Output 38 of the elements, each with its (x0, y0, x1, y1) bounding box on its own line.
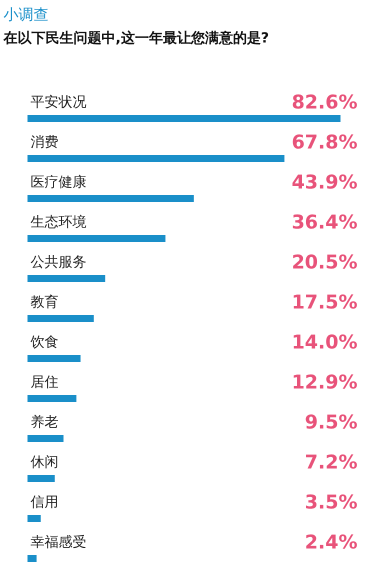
y-tick-label: 公共服务 (30, 254, 86, 270)
bar (28, 275, 106, 282)
y-tick-label: 消费 (30, 134, 58, 150)
chart-title: 小调查 (4, 6, 48, 24)
bar (28, 235, 166, 242)
bar (28, 555, 37, 562)
bar (28, 475, 55, 482)
bar (28, 115, 340, 122)
data-label: 43.9% (292, 172, 358, 194)
y-tick-label: 居住 (30, 374, 58, 390)
data-label: 14.0% (292, 332, 358, 354)
y-tick-label: 养老 (30, 414, 58, 430)
y-tick-label: 医疗健康 (30, 174, 86, 190)
y-tick-label: 饮食 (30, 334, 58, 350)
data-label: 20.5% (292, 252, 358, 274)
bar (28, 395, 76, 402)
data-label: 36.4% (292, 212, 358, 234)
bar (28, 315, 94, 322)
bar (28, 195, 194, 202)
y-tick-label: 信用 (30, 494, 58, 510)
data-label: 12.9% (292, 372, 358, 394)
y-tick-label: 生态环境 (30, 214, 86, 230)
bar (28, 515, 41, 522)
data-label: 3.5% (304, 492, 358, 514)
data-label: 2.4% (304, 532, 358, 554)
y-tick-label: 教育 (30, 294, 58, 310)
y-tick-label: 平安状况 (30, 94, 86, 110)
data-label: 82.6% (292, 92, 358, 114)
data-label: 17.5% (292, 292, 358, 314)
bar (28, 435, 64, 442)
data-label: 67.8% (292, 132, 358, 154)
data-label: 9.5% (304, 412, 358, 434)
data-label: 7.2% (304, 452, 358, 474)
bar (28, 155, 284, 162)
chart-subtitle: 在以下民生问题中,这一年最让您满意的是? (2, 30, 269, 46)
bar (28, 355, 81, 362)
y-tick-label: 幸福感受 (30, 534, 86, 550)
y-tick-label: 休闲 (30, 454, 58, 470)
